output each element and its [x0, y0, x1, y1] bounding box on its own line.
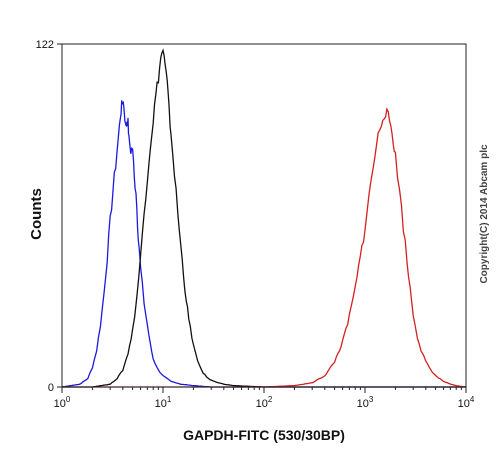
x-axis-label: GAPDH-FITC (530/30BP)	[183, 427, 345, 443]
x-tick-label: 104	[458, 395, 475, 410]
x-tick-label: 100	[54, 395, 71, 410]
x-tick-label: 103	[357, 395, 374, 410]
x-tick-label: 101	[155, 395, 172, 410]
copyright-watermark: Copyright(C) 2014 Abcam plc	[479, 144, 490, 284]
y-axis-ticks: 0 122	[36, 39, 62, 394]
x-tick-label: 102	[256, 395, 273, 410]
x-axis-ticks: 100 101 102 103 104	[54, 387, 475, 410]
y-tick-label: 122	[36, 39, 54, 51]
y-axis-label: Counts	[28, 188, 45, 240]
y-tick-label: 0	[48, 382, 54, 394]
